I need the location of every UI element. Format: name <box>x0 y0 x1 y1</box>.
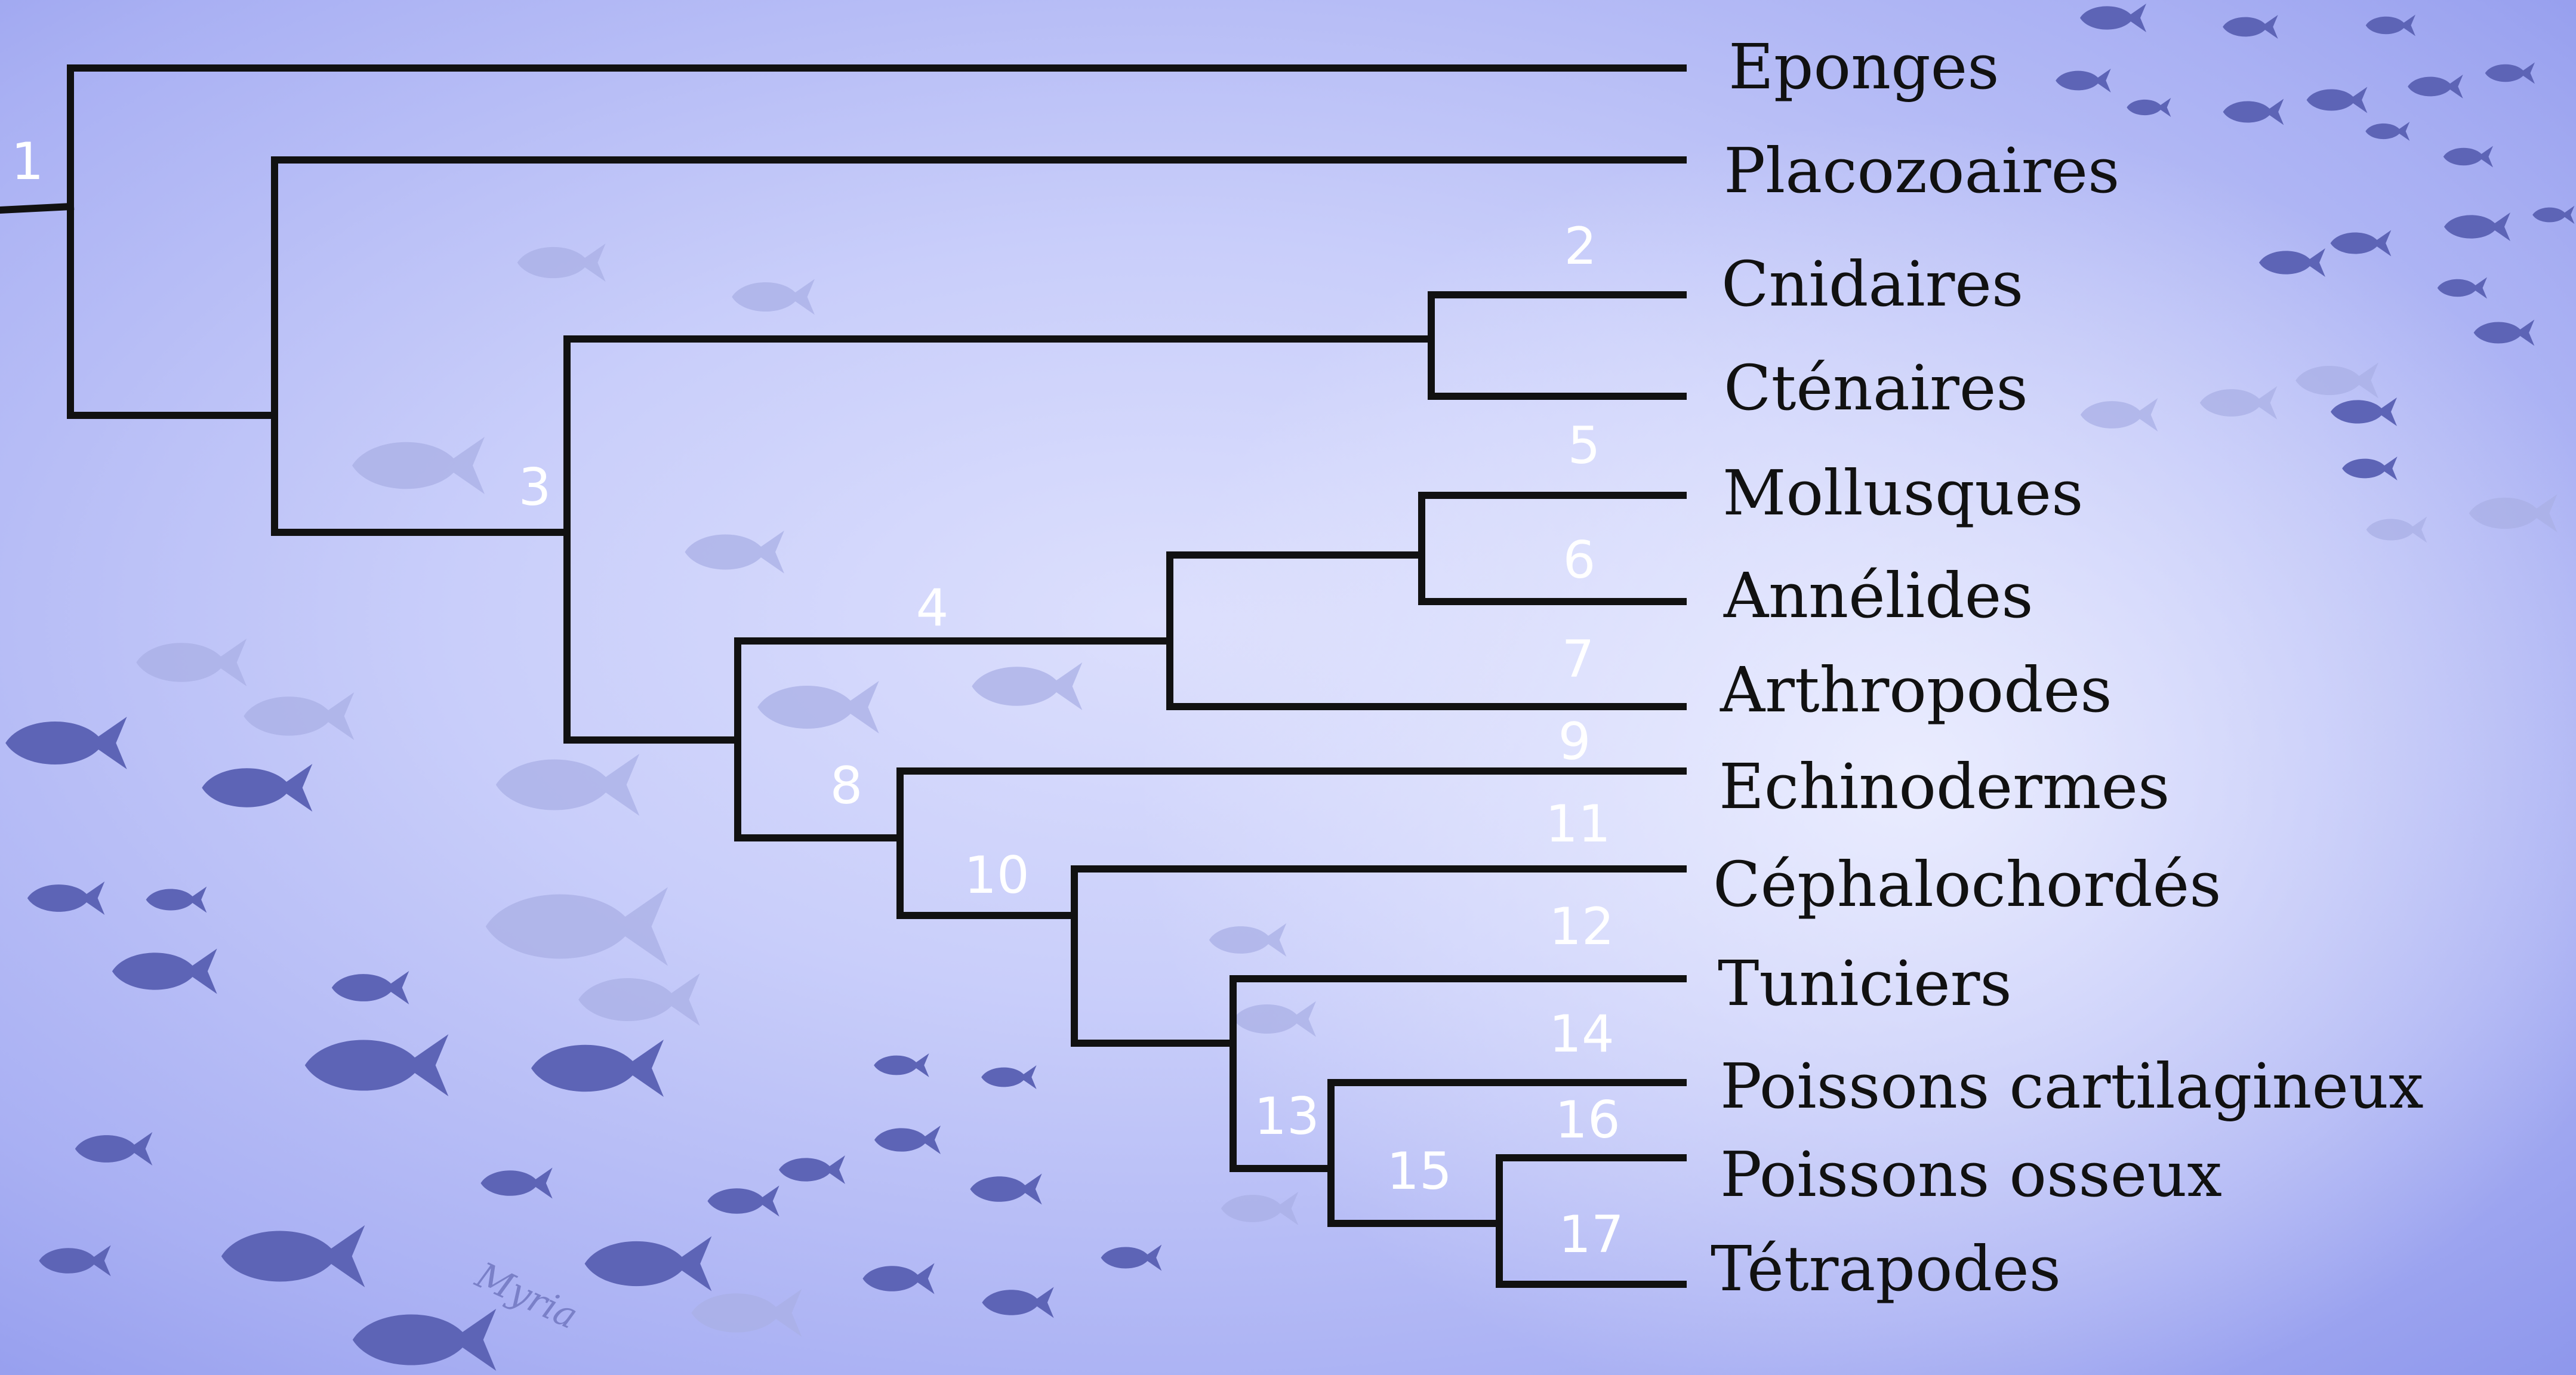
node-label-16: 16 <box>1555 1090 1620 1150</box>
node-label-5: 5 <box>1568 416 1601 476</box>
node-1-split <box>67 64 1687 419</box>
node-3-split <box>563 335 741 744</box>
taxon-label-annelides: Annélides <box>1723 559 2033 632</box>
taxon-label-poissons-osseux: Poissons osseux <box>1720 1138 2222 1211</box>
light-glow <box>1134 119 2576 1375</box>
node-label-14: 14 <box>1549 1004 1614 1064</box>
taxon-label-tuniciers: Tuniciers <box>1718 947 2012 1020</box>
root-branch <box>0 202 75 214</box>
taxon-label-echinodermes: Echinodermes <box>1719 750 2170 823</box>
node-labels: 1 2 3 4 5 6 7 8 9 10 11 12 13 14 15 16 1… <box>11 132 1624 1265</box>
node-label-1: 1 <box>11 132 44 192</box>
node-13-split <box>1327 1079 1687 1227</box>
node-4-8-split <box>734 637 904 841</box>
taxon-label-cephalochordes: Céphalochordés <box>1713 848 2221 921</box>
taxon-label-arthropodes: Arthropodes <box>1720 653 2112 726</box>
node-label-17: 17 <box>1558 1205 1623 1265</box>
node-8-split <box>896 767 1687 919</box>
node-2-split <box>1428 291 1687 400</box>
node-label-10: 10 <box>964 846 1029 905</box>
node-label-12: 12 <box>1549 897 1614 957</box>
node-10-split <box>1071 865 1687 1047</box>
tree-branches <box>0 64 1687 1288</box>
taxon-label-ctenaires: Cténaires <box>1724 352 2028 424</box>
placozoa-split <box>271 156 1687 536</box>
taxon-label-cnidaires: Cnidaires <box>1721 248 2023 320</box>
taxon-label-tetrapodes: Tétrapodes <box>1711 1232 2061 1305</box>
node-12-split <box>1230 975 1687 1172</box>
node-15-split <box>1496 1154 1687 1288</box>
node-label-9: 9 <box>1558 712 1591 772</box>
node-label-2: 2 <box>1564 217 1597 276</box>
fish-school-bottom-left <box>5 639 845 1371</box>
mollusc-annelid-split <box>1418 492 1687 605</box>
node-label-8: 8 <box>830 756 863 816</box>
taxon-label-poissons-cartilagineux: Poissons cartilagineux <box>1720 1050 2424 1123</box>
node-label-15: 15 <box>1386 1142 1452 1201</box>
node-label-4: 4 <box>916 578 949 638</box>
node-label-3: 3 <box>519 458 551 517</box>
taxon-label-mollusques: Mollusques <box>1723 457 2083 529</box>
node-label-13: 13 <box>1254 1087 1319 1146</box>
taxon-label-eponges: Eponges <box>1728 30 1999 103</box>
taxon-label-placozoaires: Placozoaires <box>1724 134 2119 207</box>
node-4-split <box>1166 551 1687 710</box>
taxon-labels: Eponges Placozoaires Cnidaires Cténaires… <box>1711 30 2424 1305</box>
node-label-7: 7 <box>1562 630 1595 689</box>
node-label-6: 6 <box>1563 531 1596 590</box>
node-label-11: 11 <box>1545 794 1610 854</box>
